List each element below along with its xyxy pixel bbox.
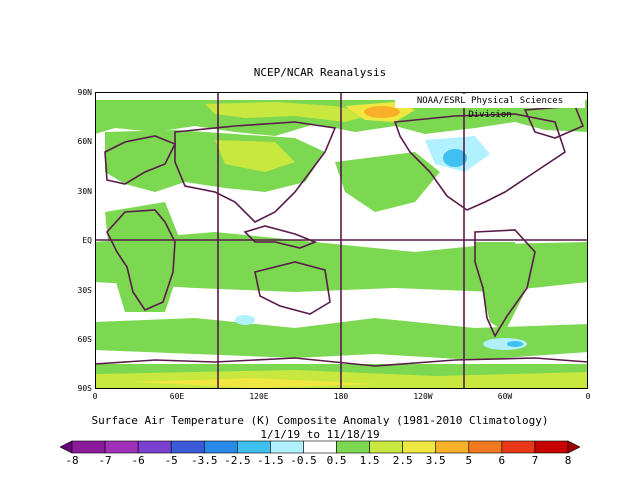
colorbar-label: 5 xyxy=(465,454,473,467)
colorbar-arrow-right xyxy=(567,440,580,454)
map-title: NCEP/NCAR Reanalysis xyxy=(253,66,387,79)
colorbar-label: 3.5 xyxy=(425,454,446,467)
colorbar-label: 7 xyxy=(531,454,539,467)
lat-label: 30S xyxy=(77,286,92,295)
coast-australia xyxy=(254,261,331,315)
colorbar-swatch xyxy=(501,440,536,454)
credit-label: NOAA/ESRL Physical Sciences Division xyxy=(395,94,585,120)
colorbar-label: -2.5 xyxy=(224,454,251,467)
lat-label: 90N xyxy=(77,88,92,97)
colorbar-swatch xyxy=(435,440,470,454)
coast-maritime xyxy=(243,225,318,249)
coast-antarctica xyxy=(95,357,588,367)
anomaly-africa xyxy=(105,202,185,312)
coast-n-america xyxy=(393,113,566,211)
graticule xyxy=(95,92,588,389)
colorbar-swatch xyxy=(104,440,139,454)
anomaly-n-america-coldest xyxy=(443,149,467,167)
colorbar-label: 2.5 xyxy=(392,454,413,467)
colorbar-label: 8 xyxy=(564,454,572,467)
colorbar-swatch xyxy=(534,440,569,454)
colorbar-label: -7 xyxy=(98,454,112,467)
colorbar-swatch xyxy=(203,440,238,454)
colorbar-swatch xyxy=(137,440,172,454)
lat-label: 60N xyxy=(77,137,92,146)
anomaly-s-pacific-cold xyxy=(483,338,527,350)
lat-label: 60S xyxy=(77,335,92,344)
lon-label: 120E xyxy=(249,392,269,401)
map-frame xyxy=(95,92,588,389)
colorbar-swatch xyxy=(369,440,403,454)
anomaly-map xyxy=(95,92,588,389)
colorbar-label: -5 xyxy=(164,454,178,467)
coast-s-america xyxy=(474,229,536,338)
colorbar-label: -0.5 xyxy=(290,454,317,467)
colorbar-label: 0.5 xyxy=(326,454,347,467)
lat-label: 30N xyxy=(77,187,92,196)
colorbar-swatch xyxy=(303,440,337,454)
anomaly-antarctic-hot xyxy=(135,378,375,388)
anomaly-bering-hot xyxy=(364,106,400,118)
colorbar-label: -6 xyxy=(131,454,145,467)
coast-asia xyxy=(174,121,337,223)
coastlines xyxy=(95,105,588,367)
lat-label: 90S xyxy=(77,384,92,393)
lon-label: 0 xyxy=(585,392,591,401)
anomaly-n-pacific xyxy=(335,152,440,212)
colorbar-swatch xyxy=(336,440,370,454)
colorbar-swatch xyxy=(170,440,205,454)
map-subtitle: Surface Air Temperature (K) Composite An… xyxy=(91,414,549,427)
lon-label: 60E xyxy=(169,392,185,401)
lon-label: 60W xyxy=(497,392,513,401)
anomaly-arctic-high xyxy=(205,102,375,122)
colorbar xyxy=(60,440,580,454)
lat-label: EQ xyxy=(82,236,92,245)
lon-label: 0 xyxy=(92,392,98,401)
lon-label: 180 xyxy=(333,392,349,401)
colorbar-swatch xyxy=(468,440,503,454)
colorbar-label: -8 xyxy=(65,454,79,467)
colorbar-label: 6 xyxy=(498,454,506,467)
colorbar-label: 1.5 xyxy=(359,454,380,467)
anomaly-s-pacific-cold-core xyxy=(507,341,523,347)
colorbar-swatch xyxy=(402,440,437,454)
colorbar-swatch xyxy=(237,440,271,454)
colorbar-label: -1.5 xyxy=(257,454,284,467)
colorbar-arrow-left xyxy=(60,440,73,454)
coast-europe xyxy=(104,135,177,185)
date-range: 1/1/19 to 11/18/19 xyxy=(260,428,380,441)
coast-africa xyxy=(106,209,176,312)
colorbar-swatch xyxy=(270,440,304,454)
colorbar-swatch xyxy=(71,440,106,454)
anomaly-atlantic-cold xyxy=(235,315,255,325)
lon-label: 120W xyxy=(413,392,433,401)
anomaly-asia-warm xyxy=(215,140,295,172)
colorbar-label: -3.5 xyxy=(191,454,218,467)
